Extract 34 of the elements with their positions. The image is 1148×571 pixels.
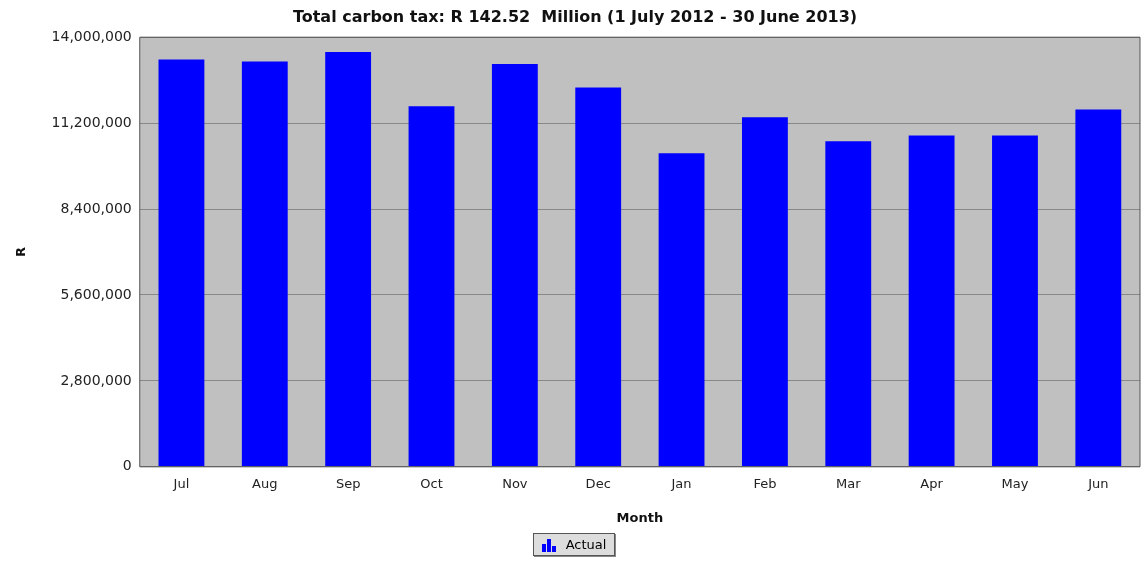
bar bbox=[241, 61, 288, 467]
bar bbox=[325, 51, 372, 467]
bar bbox=[408, 106, 455, 467]
y-tick-label: 11,200,000 bbox=[51, 113, 132, 130]
x-tick-label: Dec bbox=[585, 475, 611, 491]
bar bbox=[1075, 109, 1122, 467]
x-tick-label: May bbox=[1001, 475, 1029, 491]
bar bbox=[741, 117, 788, 467]
bar bbox=[992, 135, 1038, 467]
x-tick-label: Jan bbox=[670, 475, 692, 491]
y-tick-label: 0 bbox=[122, 457, 132, 474]
x-tick-label: Jul bbox=[172, 475, 190, 491]
x-tick-label: Feb bbox=[753, 475, 777, 491]
bar bbox=[825, 141, 872, 467]
y-tick-label: 14,000,000 bbox=[51, 27, 132, 44]
legend-label: Actual bbox=[565, 537, 607, 552]
x-tick-label: Apr bbox=[920, 475, 944, 491]
x-tick-label: Nov bbox=[502, 475, 528, 491]
x-tick-label: Sep bbox=[335, 475, 361, 491]
x-tick-label: Jun bbox=[1087, 475, 1109, 491]
y-tick-label: 5,600,000 bbox=[60, 285, 132, 302]
y-tick-label: 2,800,000 bbox=[60, 371, 132, 388]
x-axis-title: Month bbox=[616, 509, 664, 525]
y-tick-label: 8,400,000 bbox=[60, 199, 132, 216]
bar bbox=[158, 59, 205, 467]
bar bbox=[575, 87, 622, 467]
y-axis-title: R bbox=[13, 246, 29, 258]
x-tick-label: Oct bbox=[420, 475, 443, 491]
bar bbox=[491, 63, 538, 467]
bar bbox=[658, 153, 705, 467]
x-tick-label: Mar bbox=[836, 475, 862, 491]
x-tick-label: Aug bbox=[252, 475, 278, 491]
bar bbox=[908, 135, 955, 467]
chart-title: Total carbon tax: R 142.52 Million (1 July 2012 - 30 June 2013) bbox=[292, 6, 858, 26]
